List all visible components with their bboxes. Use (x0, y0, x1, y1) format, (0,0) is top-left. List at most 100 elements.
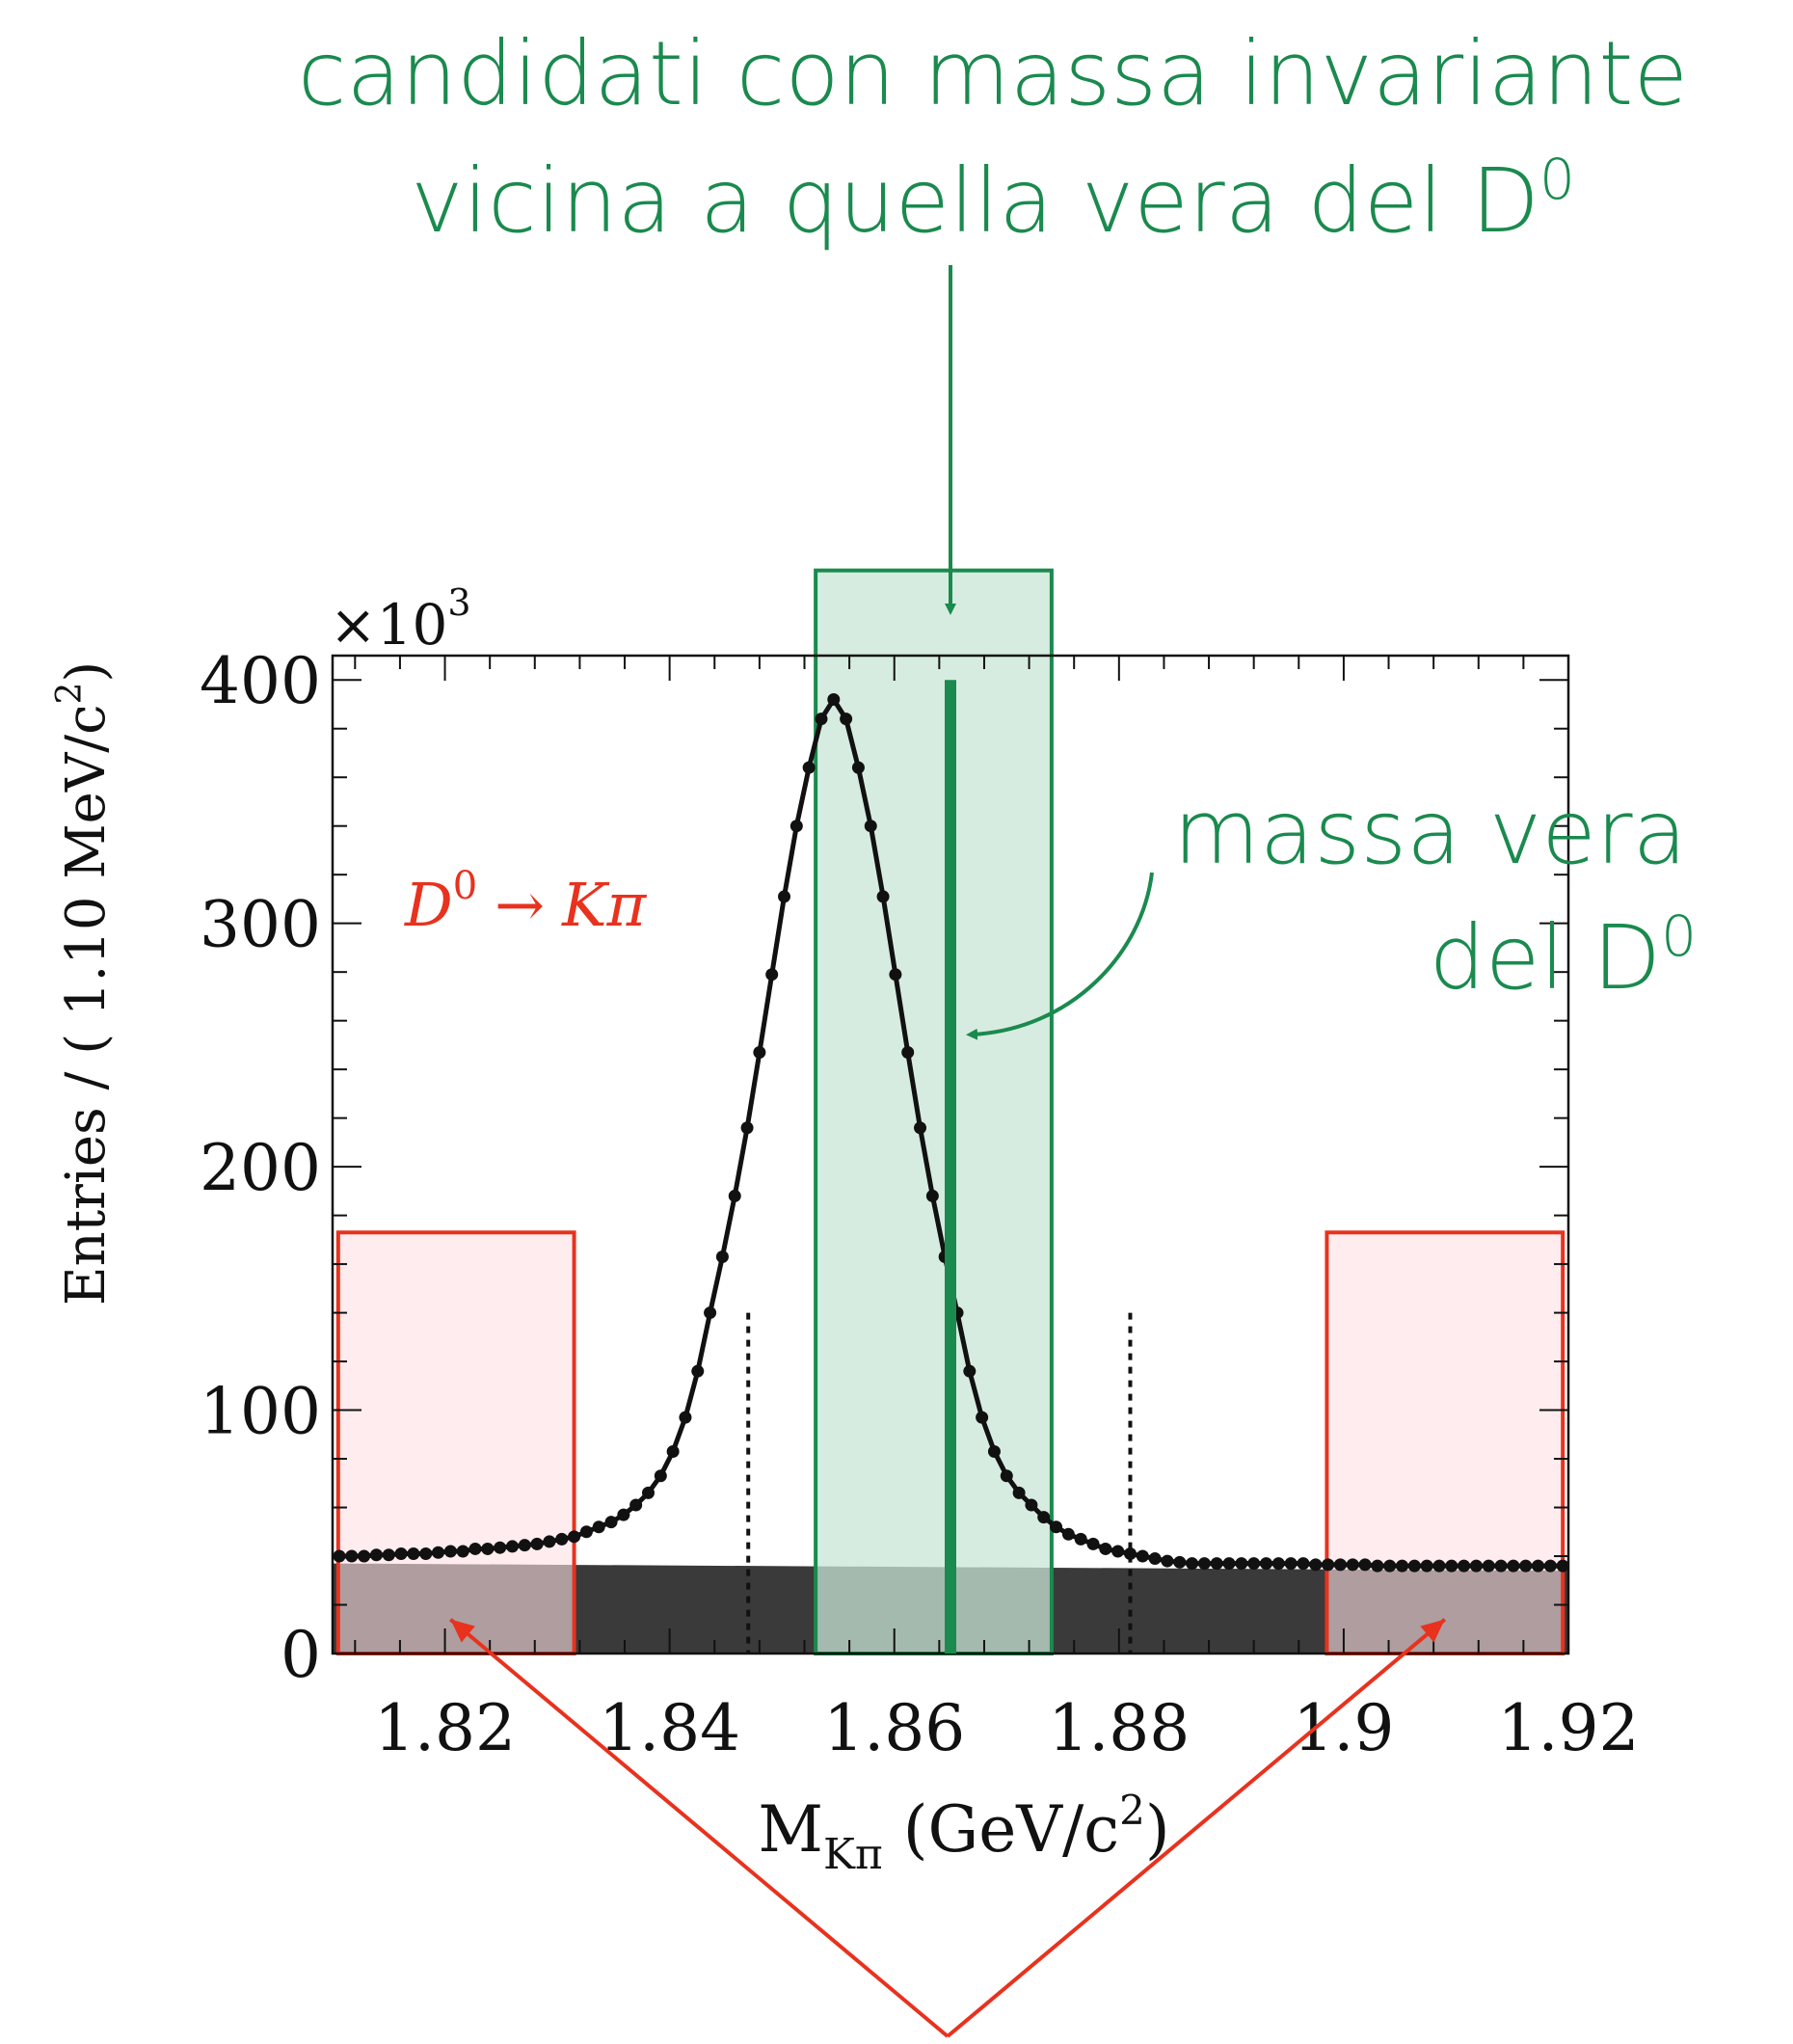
data-point (1074, 1532, 1087, 1546)
data-point (704, 1306, 717, 1320)
data-point (1111, 1545, 1125, 1558)
data-point (1271, 1557, 1285, 1571)
data-point (1445, 1559, 1458, 1573)
data-point (679, 1411, 692, 1424)
x-axis-label-end: ) (1145, 1792, 1170, 1867)
data-point (914, 1121, 927, 1135)
data-point (815, 713, 828, 726)
annotation-arrows (449, 265, 1447, 2038)
x-axis-label-mid: (GeV/c (883, 1792, 1119, 1867)
data-point (753, 1045, 766, 1059)
data-point (1322, 1558, 1335, 1572)
data-point (1333, 1558, 1347, 1572)
data-point (1061, 1527, 1075, 1541)
data-point (889, 968, 902, 982)
data-point (443, 1545, 457, 1558)
data-point (1458, 1559, 1471, 1573)
sideband-pointer-line-1 (449, 1618, 950, 2038)
decay-label-sup: 0 (453, 864, 477, 908)
data-point (976, 1411, 989, 1424)
y-multiplier-text: ×10 (330, 592, 447, 658)
data-point (1346, 1558, 1359, 1572)
data-point (901, 1045, 915, 1059)
data-point (358, 1549, 371, 1563)
sideband-region-2 (1325, 1230, 1566, 1656)
y-multiplier: ×103 (330, 581, 471, 658)
data-point (789, 820, 803, 833)
y-tick-label: 200 (200, 1131, 321, 1205)
data-point (876, 890, 890, 903)
decay-label-rest: Kπ (561, 870, 647, 940)
data-point (1210, 1557, 1223, 1571)
data-point (1222, 1557, 1236, 1571)
data-point (407, 1547, 420, 1560)
data-point (715, 1251, 729, 1264)
data-point (641, 1486, 655, 1499)
data-point (851, 761, 865, 774)
decay-label-arrow: → (495, 870, 545, 940)
data-point (827, 692, 841, 706)
sideband-pointer-head-2 (1420, 1619, 1445, 1643)
y-axis-label-text: Entries / ( 1.10 MeV/c (55, 705, 118, 1306)
data-point (629, 1498, 643, 1512)
data-point (1173, 1555, 1187, 1569)
data-point (1507, 1559, 1520, 1573)
sideband-pointer-line-2 (946, 1618, 1447, 2038)
y-tick-label: 300 (200, 888, 321, 962)
sideband-pointer-head-1 (450, 1619, 475, 1643)
data-point (654, 1469, 667, 1483)
data-point (369, 1548, 383, 1562)
data-point (1396, 1559, 1409, 1573)
y-tick-label: 400 (200, 644, 321, 718)
true-mass-arrow (966, 872, 1154, 1040)
x-tick-label: 1.84 (599, 1691, 740, 1765)
data-point (1519, 1559, 1533, 1573)
data-point (1247, 1557, 1261, 1571)
data-point (1420, 1559, 1433, 1573)
signal-window-rect (814, 568, 1054, 1655)
data-point (1235, 1557, 1248, 1571)
decay-label: D0 → Kπ (404, 864, 647, 940)
data-point (740, 1121, 754, 1135)
data-point (1000, 1469, 1013, 1483)
data-point (1136, 1549, 1149, 1563)
y-tick-label: 0 (281, 1618, 321, 1692)
data-point (1482, 1559, 1495, 1573)
data-point (691, 1364, 705, 1378)
data-point (1469, 1559, 1483, 1573)
data-point (1148, 1552, 1162, 1566)
data-point (1309, 1558, 1323, 1572)
data-point (432, 1546, 445, 1559)
data-point (530, 1537, 544, 1550)
true-mass-label-line2-text: del D (1429, 906, 1661, 1009)
true-mass-label-line1: massa vera (1173, 781, 1687, 884)
annotation-top-line2-text: vicina a quella vera del D (411, 149, 1539, 253)
data-point (1556, 1559, 1569, 1573)
data-point (728, 1189, 741, 1202)
data-point (1186, 1557, 1199, 1571)
data-point (1532, 1559, 1545, 1573)
data-point (802, 761, 816, 774)
data-point (555, 1532, 569, 1546)
data-point (1037, 1511, 1051, 1524)
y-multiplier-sup: 3 (447, 581, 470, 624)
true-mass-label-line2-sup: 0 (1661, 903, 1697, 969)
sideband-regions (335, 1230, 1566, 1656)
data-point (592, 1520, 605, 1534)
data-point (765, 968, 779, 982)
signal-region (814, 568, 1054, 1655)
y-tick-label: 100 (200, 1375, 321, 1449)
data-point (481, 1542, 495, 1555)
data-point (1494, 1559, 1508, 1573)
data-point (925, 1189, 939, 1202)
annotation-top-line2-sup: 0 (1539, 147, 1575, 212)
data-point (1050, 1520, 1063, 1534)
data-points (333, 692, 1569, 1573)
annotation-top-line1: candidati con massa invariante (298, 22, 1688, 125)
data-point (1543, 1559, 1557, 1573)
y-axis-label-end: ) (55, 661, 118, 683)
y-axis-label-sup: 2 (50, 683, 90, 705)
data-point (1259, 1557, 1272, 1571)
decay-label-D: D (404, 870, 453, 940)
